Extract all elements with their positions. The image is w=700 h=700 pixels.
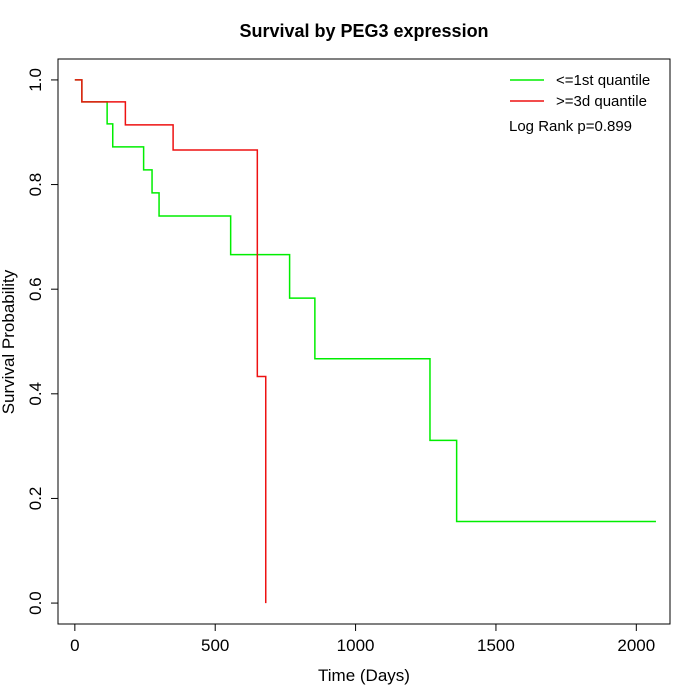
x-axis: 0 500 1000 1500 2000 [70,624,655,655]
y-axis-label: Survival Probability [0,269,18,414]
y-tick-label: 0.8 [26,173,45,197]
y-tick-label: 0.6 [26,277,45,301]
y-axis: 0.0 0.2 0.4 0.6 0.8 1.0 [26,68,58,615]
y-tick-label: 0.0 [26,591,45,615]
x-tick-label: 2000 [617,636,655,655]
y-tick-label: 0.4 [26,382,45,406]
y-tick-label: 1.0 [26,68,45,92]
series-line-2 [74,79,267,604]
y-tick-label: 0.2 [26,487,45,511]
series-layer [74,79,656,604]
chart-title: Survival by PEG3 expression [239,21,488,41]
log-rank-annotation: Log Rank p=0.899 [509,118,632,135]
legend: <=1st quantile >=3d quantile [510,72,650,110]
x-tick-label: 1500 [477,636,515,655]
legend-label: >=3d quantile [556,93,647,110]
plot-frame [57,58,671,625]
x-tick-label: 1000 [337,636,375,655]
legend-label: <=1st quantile [556,72,650,89]
series-line-1 [74,79,656,523]
x-tick-label: 0 [70,636,79,655]
x-tick-label: 500 [201,636,229,655]
x-axis-label: Time (Days) [318,666,410,685]
